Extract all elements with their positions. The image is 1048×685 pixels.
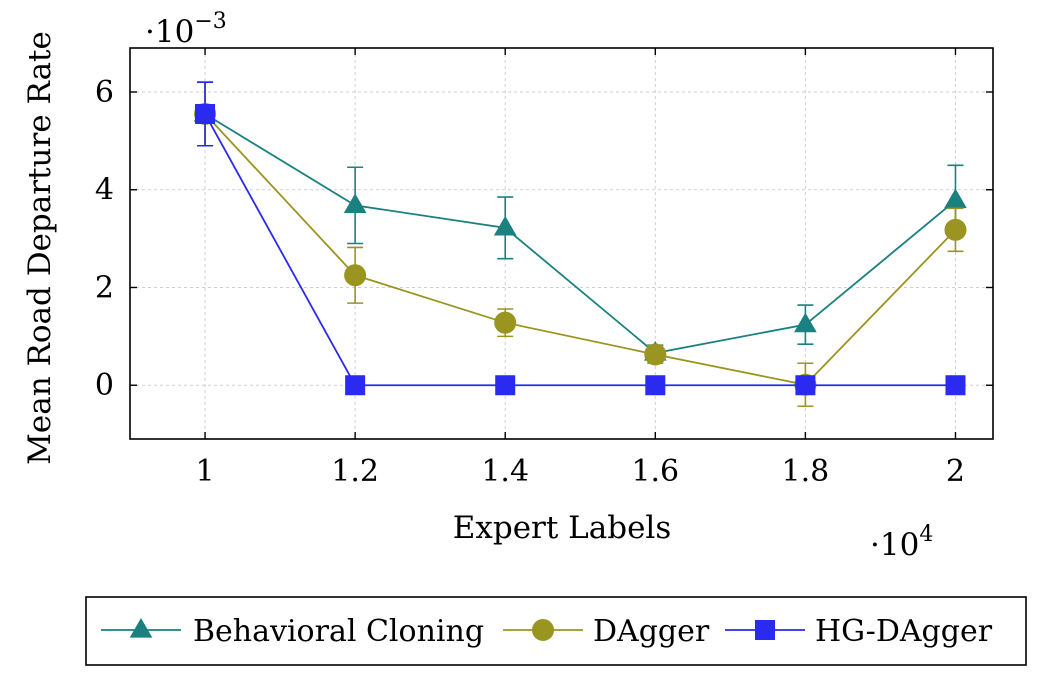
- x-tick-label: 1: [195, 454, 214, 489]
- data-point: [344, 264, 367, 287]
- y-tick-label: 4: [95, 173, 114, 208]
- x-axis-multiplier: ·104: [870, 522, 933, 563]
- grid-lines: [130, 48, 993, 439]
- data-point: [644, 343, 667, 366]
- y-tick-label: 6: [95, 75, 114, 110]
- data-point: [345, 375, 366, 396]
- legend-marker: [532, 619, 554, 641]
- x-axis-label: Expert Labels: [453, 510, 672, 546]
- series-behavioral-cloning: [193, 81, 967, 362]
- y-axis-multiplier: ·10−3: [145, 9, 227, 50]
- series-line: [204, 113, 957, 386]
- legend-label: Behavioral Cloning: [193, 614, 484, 649]
- series-dagger: [194, 81, 967, 408]
- legend-entry: HG-DAgger: [725, 614, 993, 649]
- y-tick-label: 0: [95, 368, 114, 403]
- data-point: [795, 375, 816, 396]
- data-point: [945, 375, 966, 396]
- legend-entry: DAgger: [503, 614, 710, 649]
- data-point: [494, 311, 517, 334]
- legend: Behavioral Cloning DAgger HG-DAgger: [85, 596, 1027, 666]
- series-line: [204, 113, 956, 387]
- x-tick-label: 2: [946, 454, 965, 489]
- x-tick-label: 1.6: [631, 454, 679, 489]
- y-tick-label: 2: [95, 270, 114, 305]
- legend-entry: Behavioral Cloning: [101, 614, 484, 649]
- x-tick-label: 1.2: [331, 454, 379, 489]
- data-point: [493, 215, 517, 236]
- data-point: [343, 193, 367, 214]
- data-point: [794, 312, 817, 333]
- legend-marker: [129, 617, 153, 638]
- legend-label: DAgger: [593, 614, 710, 649]
- series-hg-dagger: [195, 81, 966, 396]
- axis-ticks: 1 1.2 1.4 1.6 1.8 2 0 2 4 6: [95, 48, 993, 489]
- plot-frame: [129, 47, 994, 440]
- plot-area: [193, 81, 967, 408]
- legend-marker: [755, 620, 775, 640]
- data-point: [944, 188, 967, 209]
- x-tick-label: 1.8: [782, 454, 830, 489]
- legend-box: [85, 596, 1027, 666]
- y-axis-label: Mean Road Departure Rate: [22, 31, 58, 465]
- data-point: [195, 103, 216, 124]
- x-tick-label: 1.4: [481, 454, 529, 489]
- data-point: [944, 218, 967, 241]
- data-point: [495, 375, 516, 396]
- legend-label: HG-DAgger: [815, 614, 993, 649]
- data-point: [645, 375, 666, 396]
- series-line: [204, 113, 957, 354]
